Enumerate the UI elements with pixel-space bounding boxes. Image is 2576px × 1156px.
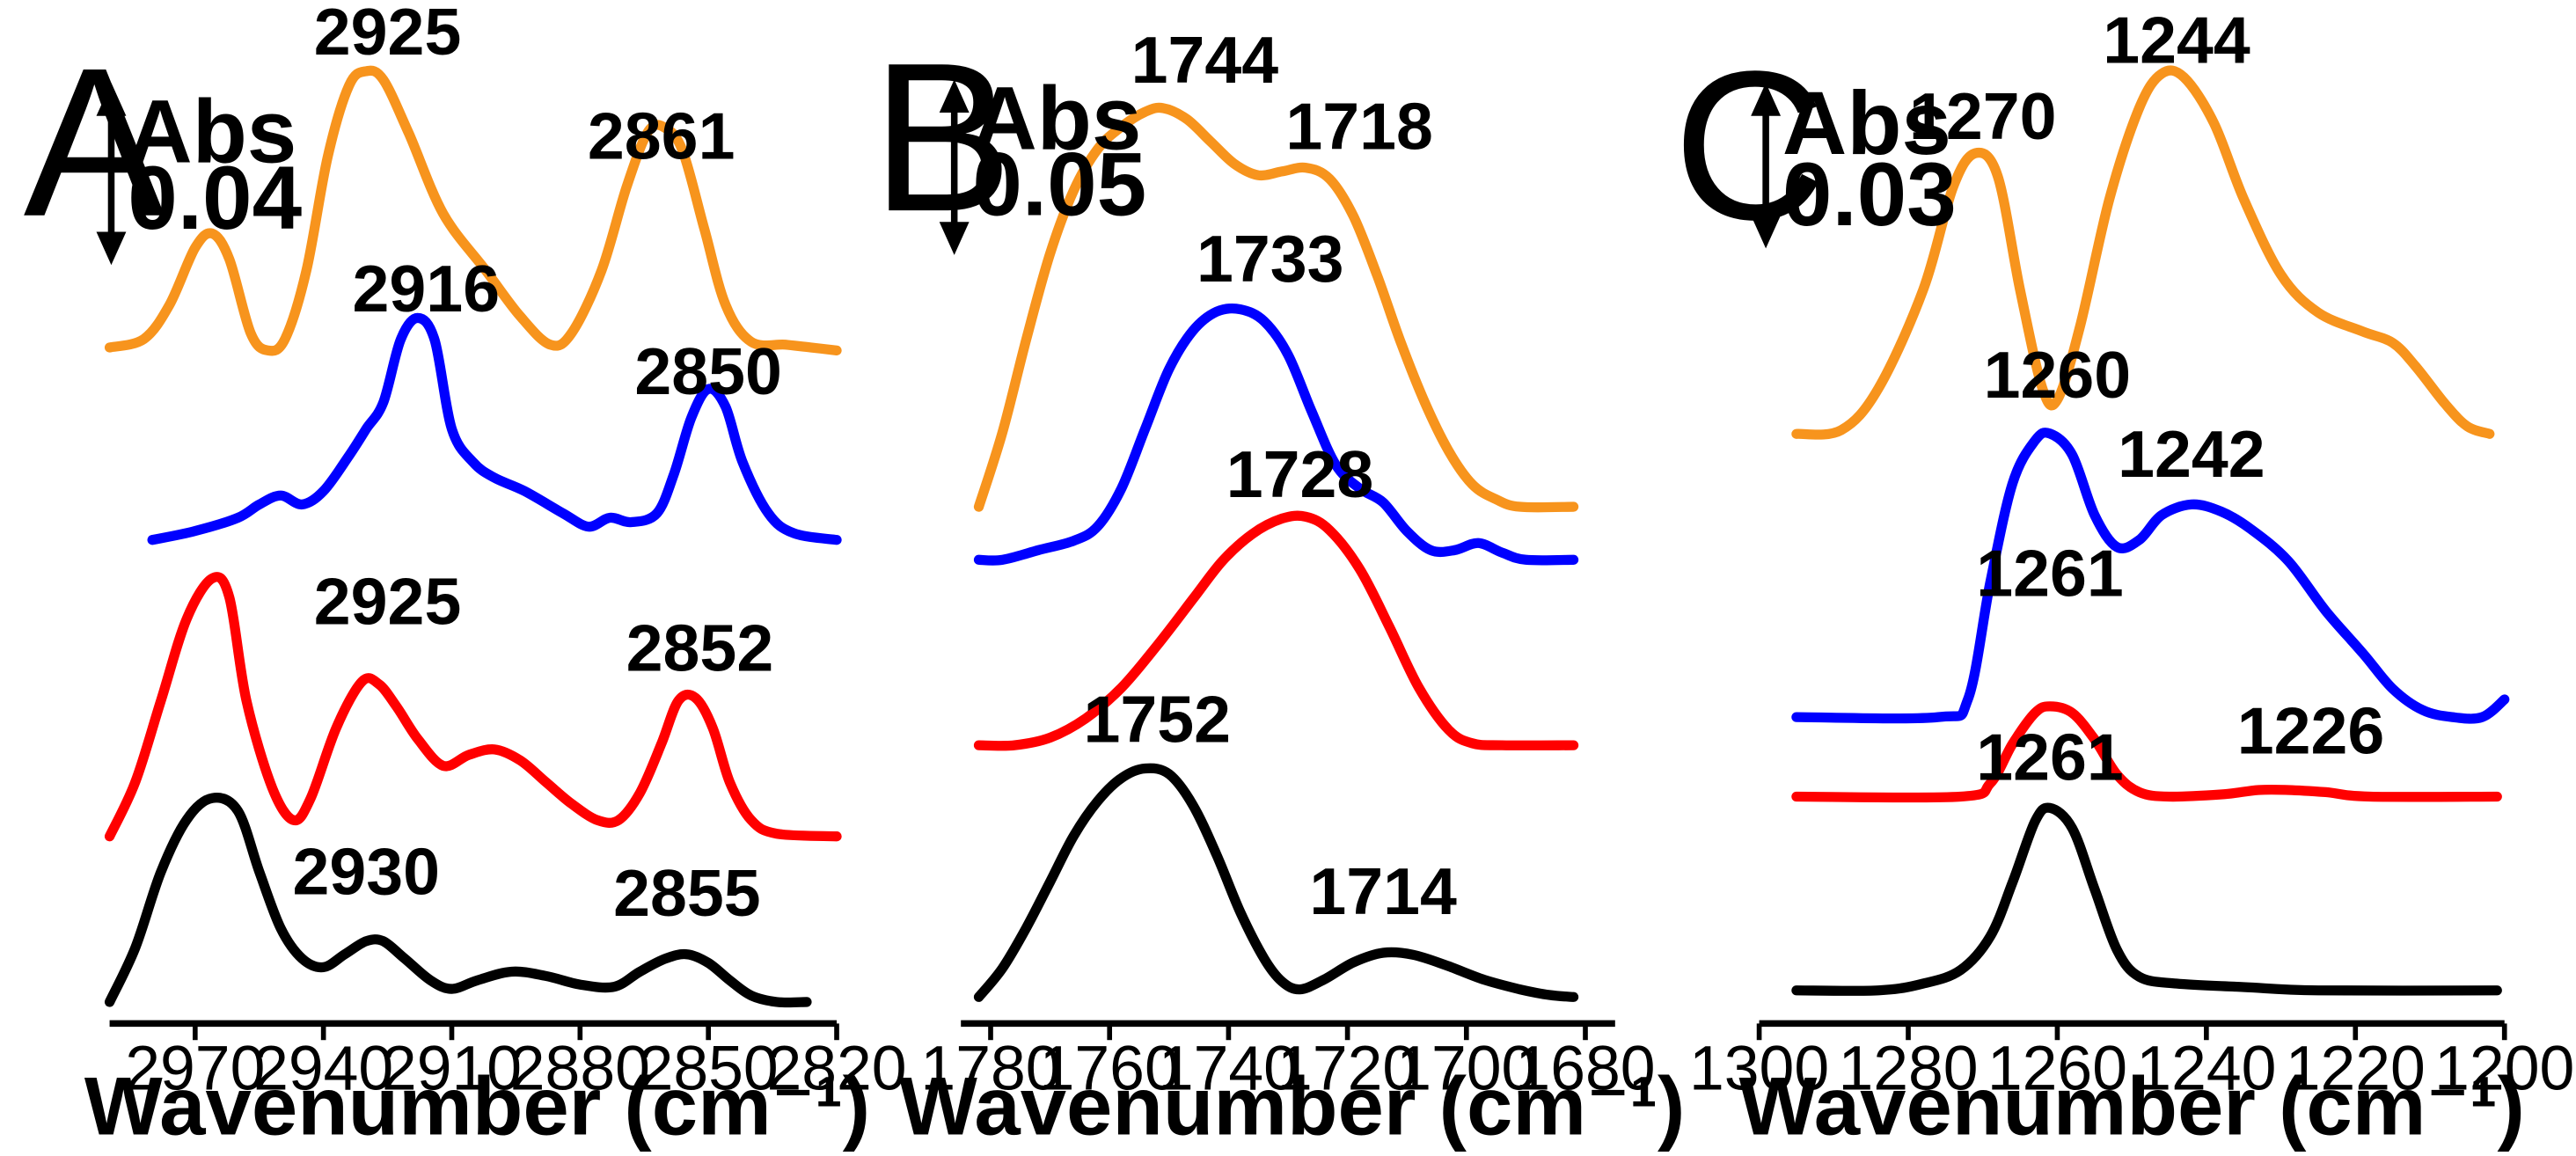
panel-a-series-black (104, 793, 812, 1008)
panel-c-tick-label-1260: 1260 (1987, 1034, 2127, 1104)
panel-c-scale-arrow-up-icon (1751, 83, 1782, 116)
panel-a-peak-label-red-2852: 2852 (626, 611, 774, 684)
panel-c-tick-label-1300: 1300 (1689, 1034, 1829, 1104)
panel-c-series-blue (1791, 428, 2510, 724)
panel-a-scale-label: Abs (128, 81, 296, 181)
panel-a-tick-label-2850: 2850 (639, 1034, 779, 1104)
panel-b-series-blue (973, 303, 1579, 566)
panel-a-scale-bar: Abs 0.04 (96, 81, 302, 266)
panel-c-tick-label-1240: 1240 (2136, 1034, 2276, 1104)
panel-c-x-axis-label: Wavenumber (cm⁻¹) (1738, 1060, 2524, 1152)
panel-a-peak-label-orange-2925: 2925 (314, 0, 462, 69)
panel-b-peak-label-black-1714: 1714 (1309, 854, 1457, 928)
panel-c-peak-label-blue-1260: 1260 (1984, 338, 2132, 412)
panel-a-peak-label-black-2930: 2930 (293, 835, 441, 909)
panel-c-scale-value: 0.03 (1782, 144, 1957, 245)
panel-b-peak-label-red-1728: 1728 (1226, 437, 1374, 511)
panel-a: 2970294029102880285028202925286129162850… (24, 0, 907, 1152)
panel-b-x-axis-label: Wavenumber (cm⁻¹) (899, 1060, 1685, 1152)
panel-a-scale-arrow-down-icon (96, 231, 127, 266)
panel-a-tick-label-2820: 2820 (766, 1034, 906, 1104)
panel-a-series-red (104, 572, 842, 842)
panel-a-scale-arrow-up-icon (96, 83, 127, 116)
panel-c-peak-label-red-1226: 1226 (2237, 694, 2385, 768)
panel-b-scale-value: 0.05 (972, 135, 1146, 235)
panel-a-scale-value: 0.04 (128, 148, 302, 248)
panel-c-plot-area: 1300 1280 1260 1240 1220 12001270124412601242… (1689, 4, 2574, 1104)
panel-b-series-black (973, 763, 1579, 1002)
panel-a-peak-label-orange-2861: 2861 (588, 99, 735, 173)
panel-a-plot-area: 2970294029102880285028202925286129162850… (104, 0, 907, 1104)
panel-a-series-blue (147, 312, 842, 545)
panel-a-tick-label-2970: 2970 (125, 1034, 265, 1104)
panel-b-tick-label-1680: 1680 (1515, 1034, 1655, 1104)
panel-b-peak-label-black-1752: 1752 (1084, 682, 1232, 756)
panel-b-tick-label-1700: 1700 (1396, 1034, 1536, 1104)
panel-b-letter: B (872, 19, 1014, 256)
panel-b-peak-label-orange-1718: 1718 (1285, 89, 1433, 163)
panel-b-scale-label: Abs (972, 68, 1141, 168)
panel-b-peak-label-blue-1733: 1733 (1197, 222, 1344, 296)
panel-b-series-orange (973, 102, 1579, 513)
panel-c-peak-label-blue-1242: 1242 (2118, 417, 2265, 491)
panel-c-tick-label-1220: 1220 (2286, 1034, 2426, 1104)
panel-b-tick-label-1780: 1780 (920, 1034, 1060, 1104)
panel-b-tick-label-1720: 1720 (1277, 1034, 1417, 1104)
panel-b-peak-label-orange-1744: 1744 (1131, 23, 1279, 97)
panel-a-tick-label-2880: 2880 (510, 1034, 650, 1104)
panel-a-peak-label-blue-2916: 2916 (353, 252, 501, 326)
panel-a-peak-label-blue-2850: 2850 (634, 334, 782, 408)
panel-c-series-black (1791, 802, 2502, 996)
panel-a-series-orange (104, 65, 842, 356)
panel-c-tick-label-1200: 1200 (2434, 1034, 2574, 1104)
panel-c-peak-label-orange-1270: 1270 (1909, 79, 2057, 153)
panel-b-scale-bar: Abs 0.05 (939, 68, 1146, 255)
panel-c-peak-label-black-1261: 1261 (1976, 721, 2124, 794)
panel-b-tick-label-1760: 1760 (1040, 1034, 1180, 1104)
panel-a-x-axis-label: Wavenumber (cm⁻¹) (84, 1060, 870, 1152)
panel-a-peak-label-red-2925: 2925 (314, 565, 462, 639)
panel-c-peak-label-orange-1244: 1244 (2103, 4, 2250, 77)
panel-c-tick-label-1280: 1280 (1838, 1034, 1978, 1104)
panel-a-tick-label-2940: 2940 (253, 1034, 393, 1104)
panel-c-scale-arrow-down-icon (1751, 215, 1782, 249)
panel-c-series-orange (1791, 65, 2495, 440)
panel-c-letter: C (1673, 27, 1826, 264)
panel-a-peak-label-black-2855: 2855 (613, 856, 761, 930)
panel-b-scale-arrow-up-icon (939, 79, 970, 113)
panel-b-scale-arrow-down-icon (939, 222, 970, 255)
panel-c-series-red (1791, 701, 2502, 803)
panel-c: 1300 1280 1260 1240 1220 12001270124412601242… (1673, 4, 2575, 1152)
panel-b-tick-label-1740: 1740 (1159, 1034, 1299, 1104)
panel-c-scale-label: Abs (1782, 73, 1951, 173)
panel-a-tick-label-2910: 2910 (382, 1034, 522, 1104)
panel-a-letter: A (24, 25, 165, 261)
panel-c-peak-label-red-1261: 1261 (1976, 537, 2124, 611)
panel-c-scale-bar: Abs 0.03 (1751, 73, 1957, 249)
panel-b-series-red (973, 510, 1579, 751)
